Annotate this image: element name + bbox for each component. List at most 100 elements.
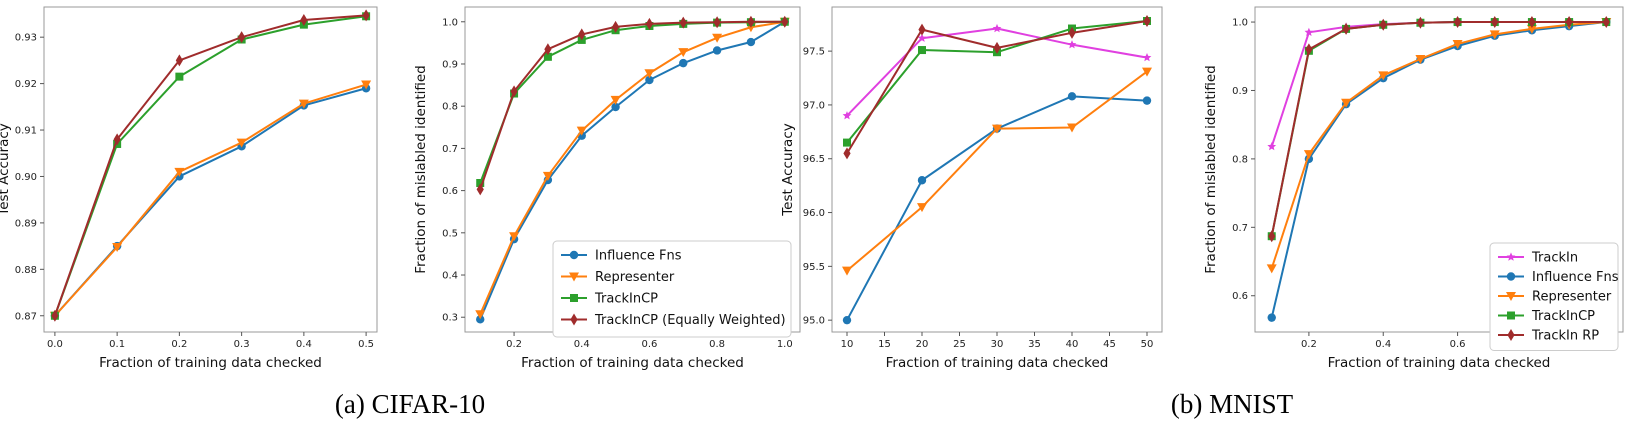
data-point	[1267, 141, 1277, 151]
series-trackincp-equally-weighted	[51, 9, 370, 322]
data-point	[113, 133, 121, 146]
legend-marker	[1507, 311, 1515, 320]
data-point	[1067, 92, 1077, 101]
y-tick-label: 0.5	[442, 228, 458, 239]
data-point	[300, 14, 308, 26]
data-point	[712, 46, 722, 55]
series-influence-fns	[50, 84, 371, 320]
y-tick-label: 0.8	[1232, 154, 1248, 165]
x-tick-label: 0.6	[641, 339, 657, 350]
x-tick-label: 0.6	[1450, 339, 1466, 350]
series-line	[479, 20, 785, 315]
data-point	[1266, 264, 1277, 274]
data-point	[843, 138, 851, 147]
data-point	[578, 28, 586, 41]
series-line	[1270, 21, 1607, 237]
data-point	[1602, 16, 1610, 29]
series-line	[479, 20, 786, 320]
data-point	[542, 171, 553, 181]
x-tick-label: 0.4	[296, 339, 312, 350]
data-point	[175, 54, 183, 67]
series-trackincp-equally-weighted	[476, 15, 789, 196]
data-point	[1067, 40, 1077, 49]
y-tick-label: 0.6	[442, 186, 458, 197]
y-axis-label: Fraction of mislabled identified	[1203, 65, 1219, 274]
y-tick-label: 0.3	[442, 313, 458, 324]
x-tick-label: 0.8	[709, 339, 725, 350]
legend-marker	[1506, 292, 1516, 301]
data-point	[476, 183, 484, 196]
data-point	[781, 15, 789, 28]
data-point	[576, 126, 587, 136]
x-tick-label: 0.4	[1375, 339, 1391, 350]
data-point	[1491, 16, 1499, 29]
y-tick-label: 0.87	[15, 311, 37, 322]
series-trackincp	[476, 17, 789, 188]
legend-box	[1489, 242, 1619, 351]
legend-marker	[569, 250, 579, 260]
x-tick-label: 35	[1028, 339, 1041, 350]
data-point	[1143, 14, 1151, 27]
series-line	[846, 27, 1148, 117]
legend-label: TrackIn RP	[1531, 329, 1599, 344]
data-point	[917, 176, 927, 185]
plot-frame	[1254, 6, 1624, 333]
data-point	[992, 23, 1002, 33]
data-point	[236, 138, 247, 148]
data-point	[476, 315, 485, 324]
series-line	[1270, 21, 1607, 237]
data-point	[1453, 16, 1462, 29]
y-tick-label: 0.89	[15, 218, 37, 229]
y-tick-label: 96.5	[803, 154, 825, 165]
data-point	[645, 17, 654, 30]
y-tick-label: 0.88	[15, 265, 37, 276]
data-point	[842, 315, 852, 325]
data-point	[476, 179, 485, 188]
series-line	[53, 15, 367, 317]
plot-frame	[43, 6, 378, 333]
data-point	[993, 41, 1001, 54]
data-point	[747, 15, 755, 28]
legend-label: TrackInCP	[594, 292, 658, 307]
data-point	[1379, 18, 1387, 31]
legend-label: Representer	[595, 270, 675, 285]
y-tick-label: 0.6	[1232, 291, 1248, 302]
caption-cifar: (a) CIFAR-10	[335, 389, 485, 419]
x-tick-label: 45	[1103, 339, 1116, 350]
y-tick-label: 95.0	[803, 316, 825, 327]
data-point	[610, 95, 621, 105]
legend-label: Representer	[1532, 290, 1612, 305]
data-point	[917, 33, 927, 42]
data-point	[510, 85, 518, 98]
panel-cifar-accuracy: 0.0 0.1 0.2 0.3 0.4 0.5 0.87 0.88 0.89 0.90 0.91 0.…	[0, 6, 378, 371]
x-tick-label: 40	[1066, 339, 1079, 350]
data-point	[917, 203, 927, 213]
series-line	[479, 20, 785, 190]
data-point	[918, 46, 926, 55]
data-point	[1304, 27, 1314, 37]
y-tick-label: 0.93	[15, 33, 37, 44]
series-line	[53, 14, 367, 317]
y-tick-label: 1.0	[442, 17, 458, 28]
legend-label: TrackInCP	[1531, 309, 1595, 324]
legend-marker	[1506, 252, 1516, 261]
legend: Influence Fns Representer TrackInCP TrackIn…	[552, 240, 792, 338]
data-point	[713, 16, 721, 29]
series-line	[1270, 21, 1607, 318]
data-point	[475, 310, 486, 320]
data-point	[361, 80, 372, 90]
x-tick-label: 30	[991, 339, 1004, 350]
panel-mnist-accuracy: 10 15 20 25 30 35 40 45 50 95.0 95.5 96.0 96.5 97.0 97…	[780, 6, 1163, 371]
series-trackin-rp	[1268, 16, 1610, 243]
x-axis-label: Fraction of training data checked	[99, 355, 322, 371]
caption-mnist: (b) MNIST	[1171, 389, 1294, 419]
series-representer	[842, 67, 1152, 276]
data-point	[843, 147, 851, 160]
data-point	[544, 43, 552, 56]
y-tick-label: 96.0	[803, 208, 825, 219]
series-line	[846, 70, 1148, 272]
data-point	[611, 102, 620, 112]
data-point	[1142, 52, 1152, 62]
y-tick-label: 1.0	[1232, 18, 1248, 29]
x-axis-label: Fraction of training data checked	[886, 355, 1109, 371]
